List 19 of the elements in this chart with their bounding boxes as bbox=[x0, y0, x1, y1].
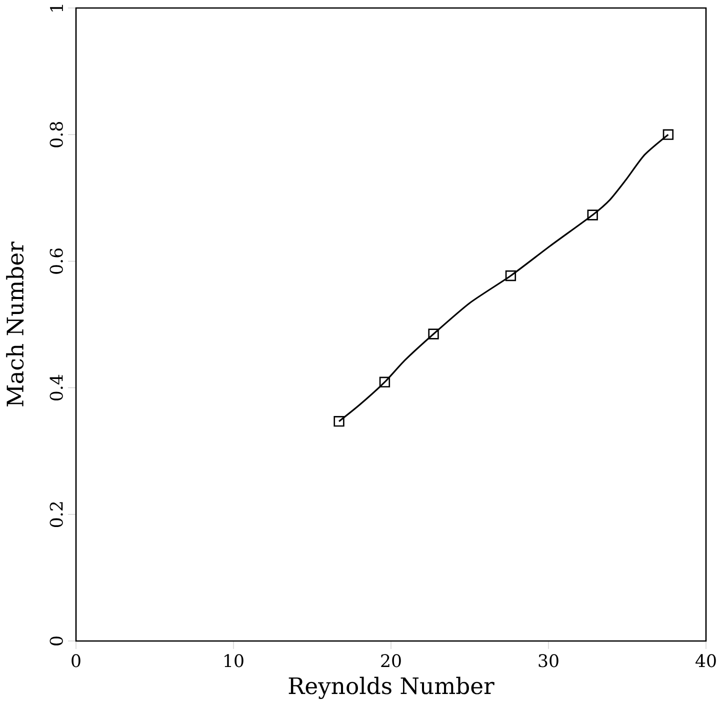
point bbox=[428, 328, 439, 340]
x-tick-label: 40 bbox=[696, 654, 716, 668]
x-tick-label: 20 bbox=[381, 654, 401, 668]
x-tick-label: 0 bbox=[72, 654, 80, 668]
y-tick-label: 0.4 bbox=[50, 374, 63, 400]
y-tick-label: 0.6 bbox=[50, 248, 63, 274]
point bbox=[334, 416, 344, 427]
x-tick-label: 10 bbox=[224, 654, 244, 668]
y-tick-label: 0.8 bbox=[50, 122, 63, 148]
x-axis-title: Reynolds Number bbox=[288, 676, 494, 700]
y-tick-label: 0.2 bbox=[50, 502, 63, 528]
y-tick-label: 0 bbox=[50, 636, 63, 646]
point bbox=[662, 129, 674, 140]
y-axis-title: Mach Number bbox=[6, 242, 24, 406]
point bbox=[379, 376, 390, 388]
point bbox=[587, 210, 598, 220]
point bbox=[505, 270, 516, 282]
y-tick-label: 1 bbox=[50, 4, 63, 12]
x-tick-label: 30 bbox=[538, 654, 558, 668]
